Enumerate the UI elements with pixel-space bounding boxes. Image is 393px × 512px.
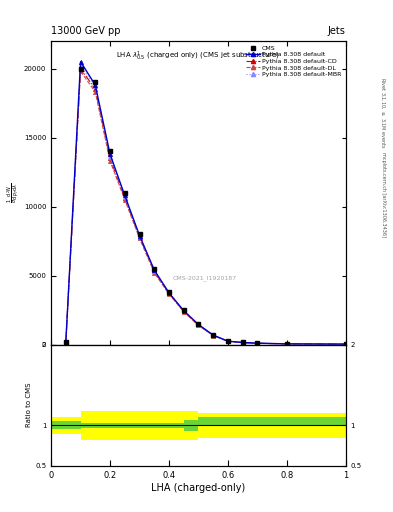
Text: CMS-2021_I1920187: CMS-2021_I1920187 bbox=[172, 275, 237, 281]
X-axis label: LHA (charged-only): LHA (charged-only) bbox=[151, 482, 246, 493]
Y-axis label: $\frac{1}{\sigma}\frac{\mathrm{d}^2N}{\mathrm{d}p_T\mathrm{d}\lambda}$: $\frac{1}{\sigma}\frac{\mathrm{d}^2N}{\m… bbox=[6, 182, 22, 203]
Text: 13000 GeV pp: 13000 GeV pp bbox=[51, 26, 121, 36]
Text: Rivet 3.1.10, $\geq$ 3.1M events: Rivet 3.1.10, $\geq$ 3.1M events bbox=[379, 77, 387, 148]
Text: mcplots.cern.ch [arXiv:1306.3436]: mcplots.cern.ch [arXiv:1306.3436] bbox=[381, 152, 386, 237]
Legend: CMS, Pythia 8.308 default, Pythia 8.308 default-CD, Pythia 8.308 default-DL, Pyt: CMS, Pythia 8.308 default, Pythia 8.308 … bbox=[244, 44, 343, 78]
Text: LHA $\lambda^{1}_{0.5}$ (charged only) (CMS jet substructure): LHA $\lambda^{1}_{0.5}$ (charged only) (… bbox=[116, 50, 281, 63]
Text: Jets: Jets bbox=[328, 26, 346, 36]
Y-axis label: Ratio to CMS: Ratio to CMS bbox=[26, 383, 32, 428]
